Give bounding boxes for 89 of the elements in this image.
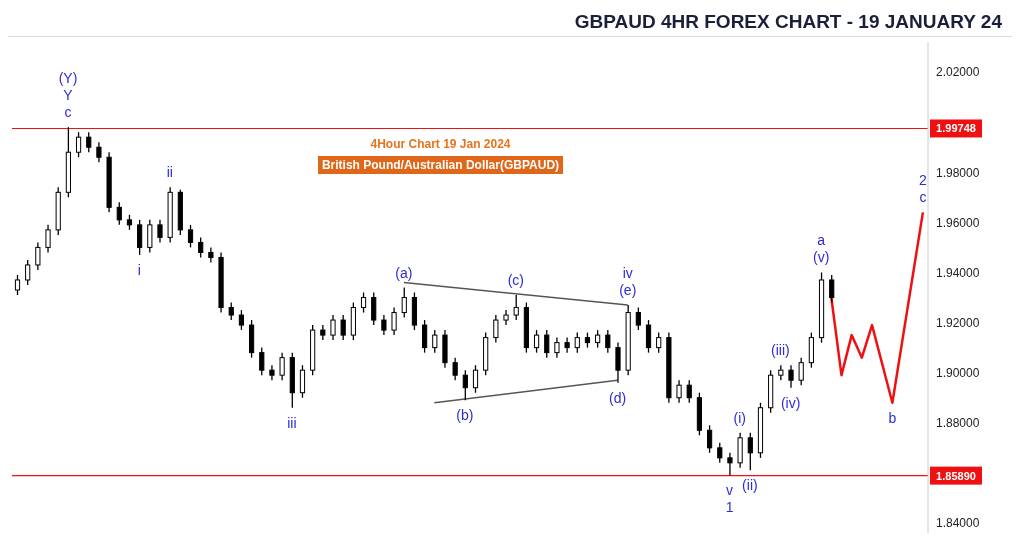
annotation: (iv) [780,394,801,411]
candlestick [717,442,723,464]
annotation: 1 [725,499,734,516]
candlestick [371,291,377,326]
candlestick [45,224,51,254]
candlestick [544,329,550,359]
candlestick [75,131,82,158]
chart-title: GBPAUD 4HR FOREX CHART - 19 JANUARY 24 [8,8,1012,37]
candlestick [635,306,641,331]
candlestick [279,351,285,381]
annotation: (e) [619,282,637,299]
annotation: (a) [395,264,413,281]
candlestick [829,274,835,304]
annotation: c [64,104,72,121]
candlestick [432,329,438,354]
candlestick [727,452,733,477]
y-tick-label: 1.96000 [936,215,980,230]
candlestick [788,364,794,389]
annotation: (b) [456,407,474,424]
annotation: British Pound/Australian Dollar(GBPAUD) [317,156,564,174]
annotation: i [137,261,141,278]
candlestick [116,201,122,226]
text: 4Hour Chart 19 Jan 2024 [369,137,512,151]
candlestick [656,331,662,354]
annotation: c [919,189,927,206]
y-tick-label: 1.88000 [936,416,980,431]
candlestick [798,356,804,386]
candlestick [747,432,753,472]
ref-line-label: 1.99748 [936,122,976,135]
y-tick-label: 1.84000 [936,516,980,531]
candlestick [360,291,367,314]
annotation: Y [63,87,74,104]
candlestick [533,329,540,354]
candlestick [330,314,336,341]
annotation: ii [166,164,173,181]
candlestick [381,314,387,336]
candlestick [147,219,153,254]
candlestick [452,356,458,381]
candlestick [299,364,306,399]
y-tick-label: 1.94000 [936,265,980,280]
candlestick [706,424,713,454]
y-tick-label: 1.98000 [936,165,980,180]
candlestick [554,336,560,359]
y-tick-label: 1.90000 [936,365,980,380]
candlestick [208,246,214,264]
candlestick [96,141,102,163]
candlestick [686,379,692,404]
annotation: a [817,232,826,249]
candlestick [25,259,31,286]
candlestick [605,329,611,354]
candlestick [86,131,92,153]
annotation: (v) [812,249,830,266]
candlestick [259,346,265,376]
candlestick [462,369,468,401]
annotation: (iii) [771,342,790,359]
candlestick [157,219,163,244]
candlestick [676,379,682,404]
y-tick-label: 2.02000 [936,65,980,80]
annotation: v [726,482,734,499]
candlestick [564,336,570,354]
annotation: (c) [507,272,524,289]
ref-line-label: 1.85890 [936,469,976,482]
line-series [830,211,925,404]
annotation: (i) [733,409,746,426]
candlestick [269,364,275,381]
annotation: iv [622,265,633,282]
candlestick [137,219,143,256]
candlestick [493,314,499,344]
annotation: iii [287,414,297,431]
annotation: (ii) [742,477,758,494]
annotation: (Y) [58,70,78,87]
candlestick [391,306,397,336]
candlestick [198,236,204,259]
candlestick [615,341,621,384]
candlestick [238,309,245,331]
candlestick [187,224,194,249]
candlestick [574,331,580,354]
annotation: 2 [919,172,928,189]
candlestick [422,319,428,354]
y-tick-label: 1.92000 [936,315,980,330]
annotation: (d) [609,389,627,406]
candlestick [513,294,519,321]
candlestick [340,314,346,341]
candlestick [472,364,479,394]
annotation: b [888,409,897,426]
candlestick [645,319,652,354]
candlestick [401,286,407,319]
candlestick [35,241,41,271]
candlestick [14,274,21,296]
